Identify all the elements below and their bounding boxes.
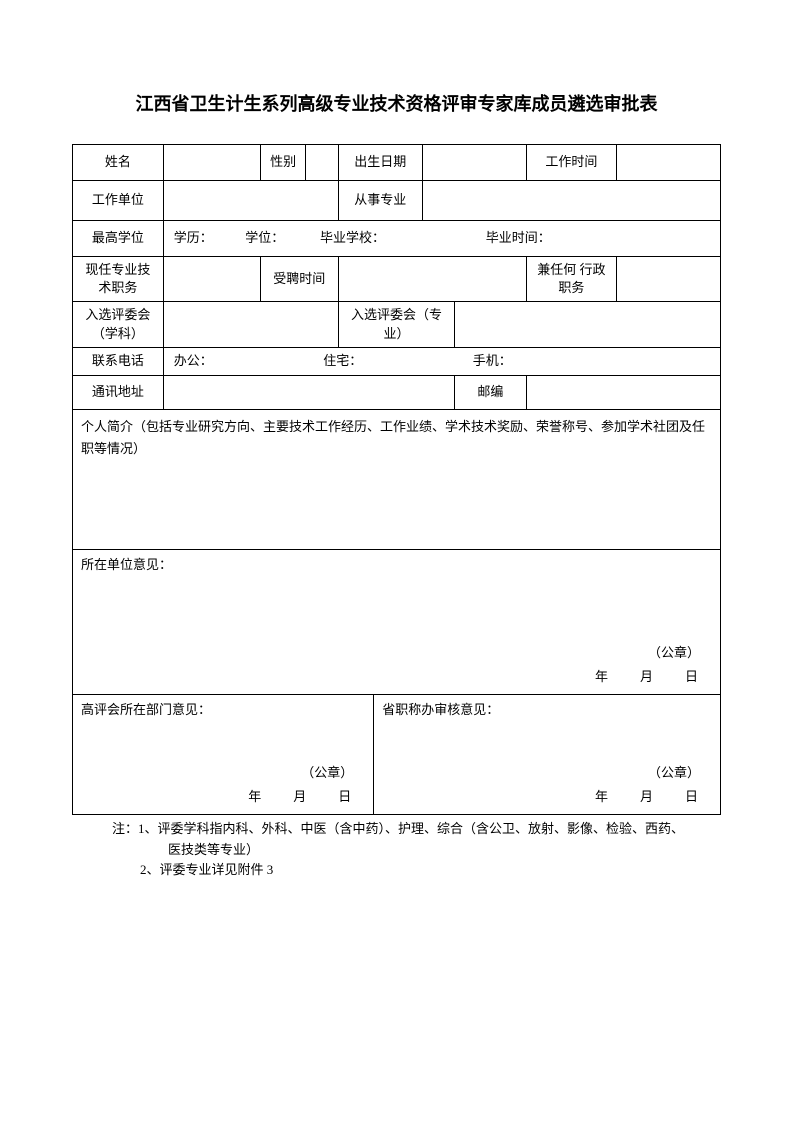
field-admin-post[interactable] [617,257,721,302]
label-admin-post: 兼任何 行政职务 [526,257,617,302]
field-name[interactable] [163,145,260,181]
label-committee-major: 入选评委会（专业） [338,302,455,347]
label-current-title: 现任专业技术职务 [73,257,164,302]
field-dept-opinion[interactable]: 高评会所在部门意见： （公章） 年 月 日 [73,694,374,814]
row-committee: 入选评委会（学科） 入选评委会（专业） [73,302,721,347]
label-major: 从事专业 [338,181,422,221]
date-label: 年 月 日 [248,786,353,808]
field-current-title[interactable] [163,257,260,302]
field-postcode[interactable] [526,375,720,409]
label-committee-subject: 入选评委会（学科） [73,302,164,347]
label-workunit: 工作单位 [73,181,164,221]
stamp-date-prov: （公章） 年 月 日 [595,762,700,808]
label-worktime: 工作时间 [526,145,617,181]
label-address: 通讯地址 [73,375,164,409]
footnote-1b: 医技类等专业） [112,840,721,861]
label-birthdate: 出生日期 [338,145,422,181]
field-unit-opinion[interactable]: 所在单位意见： （公章） 年 月 日 [73,549,721,694]
row-address: 通讯地址 邮编 [73,375,721,409]
date-label: 年 月 日 [595,666,700,688]
field-workunit[interactable] [163,181,338,221]
field-address[interactable] [163,375,455,409]
field-gender[interactable] [306,145,338,181]
stamp-label: （公章） [248,762,353,784]
row-profile: 个人简介（包括专业研究方向、主要技术工作经历、工作业绩、学术技术奖励、荣誉称号、… [73,409,721,549]
date-label: 年 月 日 [595,786,700,808]
label-gender: 性别 [260,145,305,181]
stamp-date-dept: （公章） 年 月 日 [248,762,353,808]
row-title: 现任专业技术职务 受聘时间 兼任何 行政职务 [73,257,721,302]
label-postcode: 邮编 [455,375,526,409]
stamp-date-unit: （公章） 年 月 日 [595,642,700,688]
row-unit-opinion: 所在单位意见： （公章） 年 月 日 [73,549,721,694]
field-phone-inline[interactable]: 办公： 住宅： 手机： [163,347,720,375]
field-profile[interactable]: 个人简介（包括专业研究方向、主要技术工作经历、工作业绩、学术技术奖励、荣誉称号、… [73,409,721,549]
page-title: 江西省卫生计生系列高级专业技术资格评审专家库成员遴选审批表 [72,90,721,116]
form-table: 姓名 性别 出生日期 工作时间 工作单位 从事专业 最高学位 学历： 学位： 毕… [72,144,721,815]
label-unit-opinion: 所在单位意见： [81,557,172,572]
label-hire-time: 受聘时间 [260,257,338,302]
field-committee-subject[interactable] [163,302,338,347]
label-dept-opinion: 高评会所在部门意见： [81,702,211,717]
field-prov-opinion[interactable]: 省职称办审核意见： （公章） 年 月 日 [374,694,721,814]
footnotes: 注：1、评委学科指内科、外科、中医（含中药）、护理、综合（含公卫、放射、影像、检… [72,819,721,881]
field-hire-time[interactable] [338,257,526,302]
field-major[interactable] [422,181,720,221]
row-degree: 最高学位 学历： 学位： 毕业学校： 毕业时间： [73,221,721,257]
row-basic-1: 姓名 性别 出生日期 工作时间 [73,145,721,181]
footnote-1a: 注：1、评委学科指内科、外科、中医（含中药）、护理、综合（含公卫、放射、影像、检… [112,819,721,840]
field-worktime[interactable] [617,145,721,181]
stamp-label: （公章） [595,762,700,784]
stamp-label: （公章） [595,642,700,664]
footnote-2: 2、评委专业详见附件 3 [112,860,721,881]
field-committee-major[interactable] [455,302,721,347]
field-education-inline[interactable]: 学历： 学位： 毕业学校： 毕业时间： [163,221,720,257]
label-degree: 最高学位 [73,221,164,257]
field-birthdate[interactable] [422,145,526,181]
label-phone: 联系电话 [73,347,164,375]
label-name: 姓名 [73,145,164,181]
row-two-opinions: 高评会所在部门意见： （公章） 年 月 日 省职称办审核意见： （公章） 年 月… [73,694,721,814]
row-phone: 联系电话 办公： 住宅： 手机： [73,347,721,375]
label-prov-opinion: 省职称办审核意见： [382,702,499,717]
row-workunit: 工作单位 从事专业 [73,181,721,221]
